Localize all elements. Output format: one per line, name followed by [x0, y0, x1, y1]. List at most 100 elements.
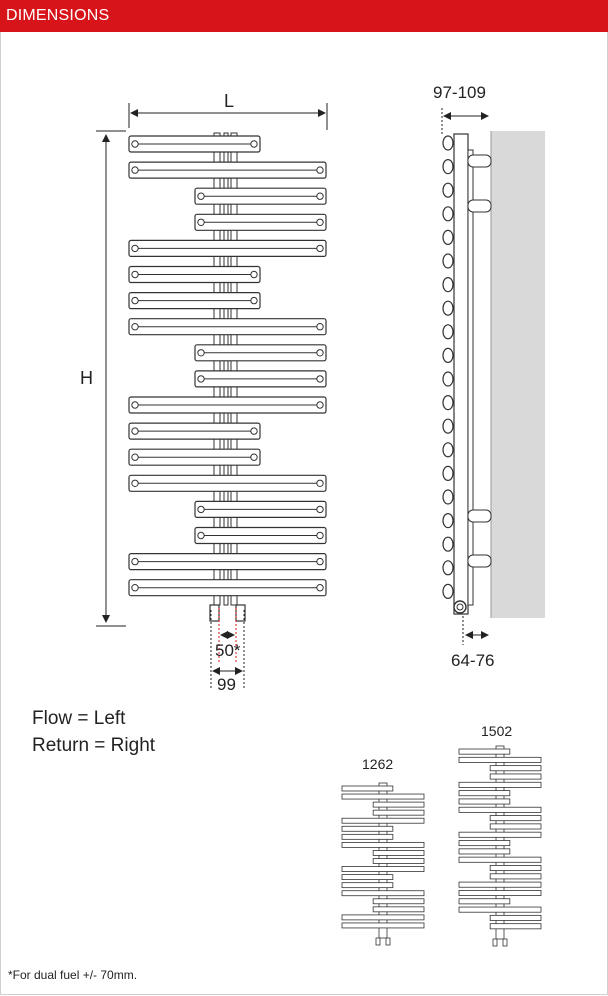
thumbnail-rail [341, 833, 394, 840]
side-collector-inner [467, 149, 474, 606]
thumbnail-rail [458, 806, 542, 813]
thumbnail-rail [458, 856, 542, 863]
front-rail-endcap [131, 427, 139, 435]
side-wall-bracket [467, 509, 492, 523]
front-rail-endcap [250, 453, 258, 461]
front-rail-endcap [316, 323, 324, 331]
thumbnail-rail [341, 914, 425, 921]
thumbnail-rail [458, 748, 511, 755]
front-rail-endcap [131, 270, 139, 279]
side-collector [453, 133, 469, 615]
side-rail-end [442, 465, 454, 481]
thumbnail-rail [458, 798, 511, 805]
front-rail-endcap [316, 557, 324, 566]
flow-note: Flow = Left [32, 708, 126, 729]
front-collector-pipe [230, 132, 238, 606]
front-rail-endcap [316, 244, 324, 253]
thumbnail-rail [341, 890, 425, 897]
header-background [0, 0, 608, 32]
front-collector-pipe [223, 132, 229, 606]
front-rail-endcap [316, 166, 324, 174]
side-rail-end [442, 371, 454, 387]
front-rail-endcap [131, 140, 139, 148]
thumbnail-rail [489, 873, 542, 880]
thumbnail-rail [341, 874, 394, 881]
front-rail-endcap [197, 531, 205, 540]
wall-gap-label: 64-76 [451, 651, 495, 670]
thumbnail-rail [458, 848, 511, 855]
front-rail-endcap [250, 270, 258, 279]
side-rail-end [442, 206, 454, 222]
side-rail-end [442, 135, 454, 151]
variant-label-1262: 1262 [362, 756, 394, 772]
front-rail-endcap [316, 401, 324, 409]
front-rail-endcap [316, 375, 324, 383]
thumbnail-rail [458, 831, 542, 838]
side-rail-end [442, 300, 454, 316]
width-label: L [224, 91, 235, 111]
thumbnail-rail [489, 914, 542, 921]
front-rail-endcap [316, 505, 324, 514]
front-rail-endcap [131, 244, 139, 253]
front-rail-endcap [250, 296, 258, 305]
thumbnail-rail [458, 898, 511, 905]
thumbnail-rail [372, 858, 425, 864]
side-rail-end [442, 418, 454, 434]
thumbnail-rail [458, 890, 542, 896]
thumbnail-rail [341, 793, 425, 800]
front-rail-endcap [131, 479, 139, 487]
thumbnail-rail [458, 881, 542, 888]
front-rail-endcap [131, 323, 139, 331]
thumbnail-rail [458, 756, 542, 763]
thumbnail-rail [372, 801, 425, 808]
side-rail-end [442, 229, 454, 245]
front-rail-endcap [197, 192, 205, 200]
thumbnail-rail [341, 922, 425, 929]
side-valve-core [456, 603, 464, 611]
side-rail-end [442, 277, 454, 293]
front-rail-endcap [316, 584, 324, 592]
variant-1502-thumbnail [458, 745, 542, 947]
thumbnail-rail [489, 923, 542, 930]
side-rail-end [442, 560, 454, 576]
side-rail-end [442, 159, 454, 175]
side-wall-bracket [467, 554, 492, 568]
depth-label: 97-109 [433, 83, 486, 102]
side-rail-end [442, 536, 454, 552]
front-rail-endcap [197, 375, 205, 383]
thumbnail-rail [341, 817, 425, 824]
side-view-radiator [442, 131, 545, 618]
thumbnail-rail [341, 785, 394, 792]
thumbnail-rail [458, 840, 511, 847]
variant-label-1502: 1502 [481, 723, 513, 739]
side-rail-end [442, 253, 454, 269]
side-rail-end [442, 347, 454, 363]
thumbnail-rail [341, 866, 425, 872]
side-rail-end [442, 182, 454, 198]
connection-notes: Flow = Left Return = Right [32, 705, 155, 759]
side-rail-end [442, 512, 454, 529]
front-rail-endcap [131, 401, 139, 409]
front-view-radiator [128, 132, 327, 622]
front-rail-endcap [316, 349, 324, 357]
thumbnail-rail [489, 823, 542, 830]
side-rail-end [442, 395, 454, 411]
thumbnail-rail [341, 882, 394, 889]
thumbnail-rail [372, 809, 425, 816]
thumbnail-rail [372, 898, 425, 905]
thumbnail-valve [375, 937, 381, 946]
thumbnail-rail [341, 841, 425, 848]
height-label: H [80, 368, 93, 388]
return-note: Return = Right [32, 735, 156, 756]
front-rail-endcap [316, 531, 324, 540]
pipe-spacing-label: 99 [217, 675, 236, 694]
front-rail-endcap [316, 479, 324, 487]
front-rail-endcap [316, 192, 324, 200]
footnote: *For dual fuel +/- 70mm. [8, 968, 138, 982]
thumbnail-rail [372, 906, 425, 913]
side-wall-bracket [467, 154, 492, 168]
thumbnail-rail [458, 781, 542, 788]
thumbnail-rail [489, 815, 542, 822]
thumbnail-valve [492, 938, 498, 947]
front-rail-endcap [131, 166, 139, 174]
